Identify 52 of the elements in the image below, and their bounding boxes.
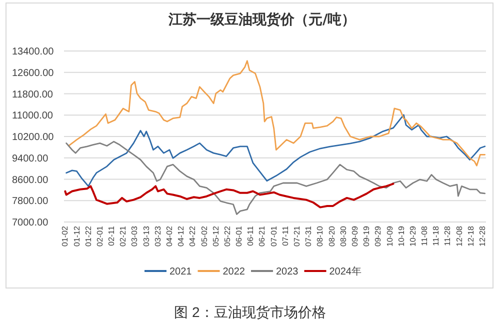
x-tick-label: 12-18 xyxy=(466,225,476,246)
x-tick-label: 01-22 xyxy=(84,225,93,246)
x-tick-label: 10-09 xyxy=(385,225,394,246)
x-tick-label: 04-22 xyxy=(188,225,198,246)
x-tick-label: 11-28 xyxy=(443,225,452,246)
x-tick-label: 12-08 xyxy=(454,225,464,246)
y-tick-label: 11000.00 xyxy=(12,110,54,122)
x-tick-label: 02-11 xyxy=(107,225,116,246)
x-tick-label: 10-19 xyxy=(396,225,406,246)
x-tick-label: 07-21 xyxy=(292,225,302,246)
y-tick-label: 13400.00 xyxy=(12,46,54,58)
x-tick-label: 11-18 xyxy=(432,225,441,246)
annotation: 图 2：豆油现货市场价格 xyxy=(174,304,326,320)
x-tick-label: 09-19 xyxy=(362,225,372,246)
x-tick-label: 01-02 xyxy=(60,225,70,246)
x-tick-label: 08-10 xyxy=(316,225,325,246)
x-tick-label: 07-11 xyxy=(280,225,290,246)
x-tick-label: 04-12 xyxy=(176,225,186,246)
y-tick-label: 10200.00 xyxy=(12,132,54,143)
legend-label: 2022 xyxy=(222,266,246,278)
x-tick-label: 05-22 xyxy=(222,225,232,246)
x-tick-label: 09-09 xyxy=(350,225,360,246)
y-tick-label: 8600.00 xyxy=(12,174,49,186)
x-tick-label: 04-02 xyxy=(165,225,174,246)
x-tick-label: 03-13 xyxy=(142,225,151,246)
x-tick-label: 03-03 xyxy=(130,225,140,246)
x-tick-label: 08-30 xyxy=(338,225,348,246)
x-tick-label: 02-21 xyxy=(118,225,128,246)
y-tick-label: 7800.00 xyxy=(12,196,49,208)
y-tick-label: 9400.00 xyxy=(12,153,49,164)
x-tick-label: 06-01 xyxy=(234,225,244,246)
x-tick-label: 12-28 xyxy=(478,225,488,246)
legend-label: 2024年 xyxy=(329,266,362,278)
x-tick-label: 07-31 xyxy=(304,225,314,246)
legend-label: 2023 xyxy=(276,266,299,278)
y-tick-label: 11800.00 xyxy=(12,89,54,100)
y-tick-label: 12600.00 xyxy=(12,68,54,79)
x-tick-label: 01-12 xyxy=(72,225,82,246)
x-tick-label: 03-23 xyxy=(153,225,162,246)
x-tick-label: 10-29 xyxy=(408,225,418,246)
y-tick-label: 7000.00 xyxy=(12,218,49,228)
x-tick-label: 02-01 xyxy=(95,225,104,246)
x-tick-label: 05-12 xyxy=(211,225,220,246)
x-tick-label: 05-02 xyxy=(200,225,209,246)
x-tick-label: 06-11 xyxy=(246,225,256,246)
x-tick-label: 06-21 xyxy=(258,225,267,246)
title: 江苏一级豆油现货价（元/吨） xyxy=(168,12,356,28)
x-tick-label: 08-20 xyxy=(327,225,336,246)
x-tick-label: 09-29 xyxy=(374,225,383,246)
legend-label: 2021 xyxy=(170,266,192,278)
x-tick-label: 07-01 xyxy=(269,225,278,246)
x-tick-label: 11-08 xyxy=(420,225,430,246)
